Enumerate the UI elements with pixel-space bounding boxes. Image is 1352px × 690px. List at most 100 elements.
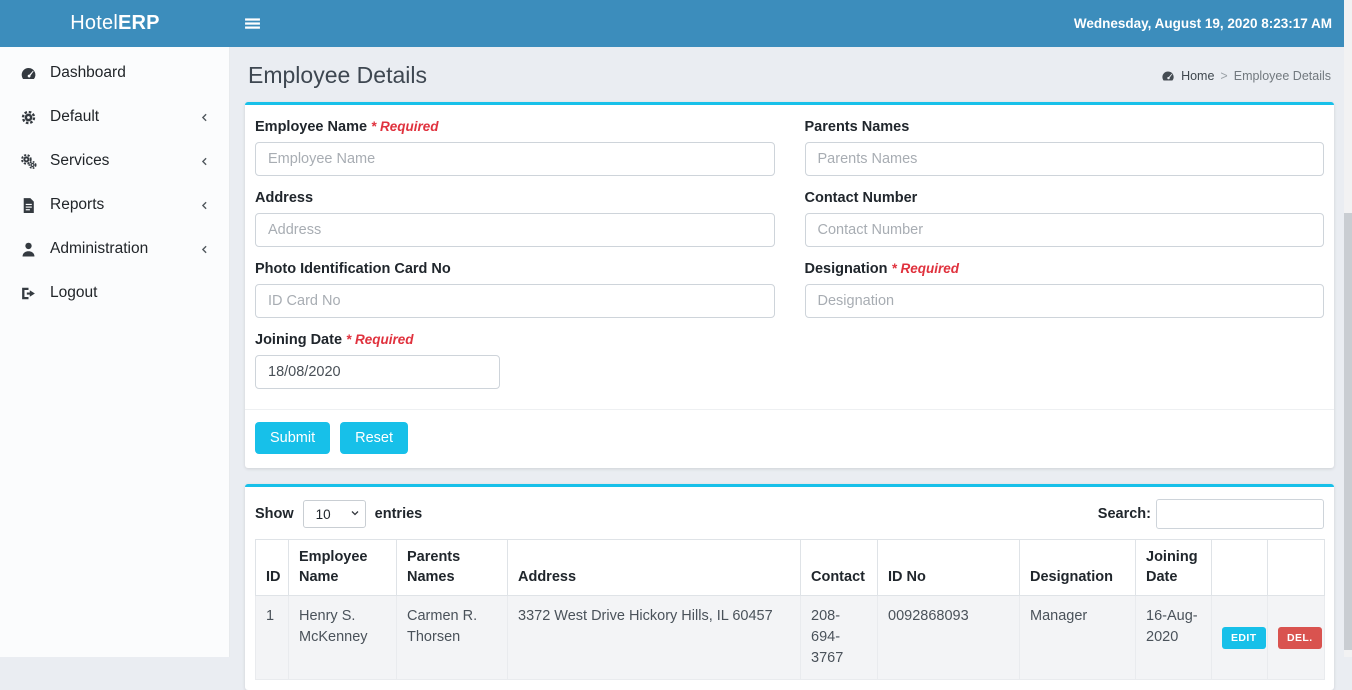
- sidebar-item-label: Logout: [50, 284, 98, 301]
- edit-button[interactable]: EDIT: [1222, 626, 1266, 649]
- reset-button[interactable]: Reset: [340, 422, 409, 454]
- column-header-contact[interactable]: Contact: [800, 538, 878, 597]
- breadcrumb-home-link[interactable]: Home: [1181, 68, 1215, 83]
- tachometer-icon: [1161, 69, 1175, 83]
- table-header-row: ID Employee Name Parents Names Address C…: [255, 538, 1325, 597]
- sidebar-item-services[interactable]: Services: [0, 139, 229, 183]
- entries-label: entries: [374, 506, 423, 522]
- cell-joining-date: 16-Aug-2020: [1135, 595, 1212, 681]
- cell-parents-names: Carmen R. Thorsen: [396, 595, 508, 681]
- employees-table-card: Show 10 entries Search:: [245, 484, 1334, 690]
- gears-icon: [20, 153, 37, 170]
- sidebar-item-administration[interactable]: Administration: [0, 227, 229, 271]
- column-header-delete: [1267, 538, 1325, 597]
- chevron-left-icon: [198, 155, 211, 168]
- scrollbar[interactable]: [1344, 0, 1352, 657]
- joining-date-group: Joining Date * Required: [255, 332, 775, 389]
- page-title: Employee Details: [248, 62, 427, 88]
- contact-number-input[interactable]: [804, 213, 1324, 247]
- column-header-employee-name[interactable]: Employee Name: [288, 538, 397, 597]
- bars-icon: [244, 15, 261, 32]
- breadcrumb: Home > Employee Details: [1161, 69, 1331, 83]
- employee-name-input[interactable]: [255, 142, 775, 176]
- sidebar-item-reports[interactable]: Reports: [0, 183, 229, 227]
- address-input[interactable]: [255, 213, 775, 247]
- parents-names-label: Parents Names: [804, 119, 910, 135]
- cell-delete: DEL.: [1267, 595, 1325, 681]
- employee-form-card: Employee Name* Required Parents Names Ad…: [245, 102, 1334, 468]
- parents-names-input[interactable]: [804, 142, 1324, 176]
- breadcrumb-separator: >: [1220, 68, 1228, 83]
- sidebar-item-label: Administration: [50, 240, 149, 257]
- main-content: Employee Details Home > Employee Details…: [230, 47, 1344, 690]
- topbar: HotelERP Wednesday, August 19, 2020 8:23…: [0, 0, 1344, 47]
- datatable-controls: Show 10 entries Search:: [255, 499, 1324, 529]
- joining-date-input[interactable]: [255, 355, 500, 389]
- joining-date-label: Joining Date * Required: [255, 332, 414, 348]
- submit-button[interactable]: Submit: [255, 422, 331, 454]
- required-badge: * Required: [346, 332, 414, 347]
- designation-input[interactable]: [804, 284, 1324, 318]
- employees-table: ID Employee Name Parents Names Address C…: [255, 538, 1325, 681]
- sign-out-icon: [20, 285, 37, 302]
- id-card-label: Photo Identification Card No: [255, 261, 451, 277]
- sidebar-item-dashboard[interactable]: Dashboard: [0, 51, 229, 95]
- required-badge: * Required: [371, 119, 439, 134]
- delete-button[interactable]: DEL.: [1278, 626, 1322, 649]
- required-badge: * Required: [891, 261, 959, 276]
- cell-id-no: 0092868093: [877, 595, 1020, 681]
- menu-toggle-button[interactable]: [244, 15, 261, 32]
- contact-number-label: Contact Number: [804, 190, 918, 206]
- sidebar-item-logout[interactable]: Logout: [0, 271, 229, 315]
- scrollbar-thumb[interactable]: [1344, 213, 1352, 650]
- designation-label: Designation * Required: [804, 261, 960, 277]
- cell-address: 3372 West Drive Hickory Hills, IL 60457: [507, 595, 801, 681]
- file-icon: [20, 197, 37, 214]
- employee-name-group: Employee Name * Required: [255, 119, 775, 176]
- brand-text-normal: Hotel: [70, 12, 118, 34]
- column-header-address[interactable]: Address: [507, 538, 801, 597]
- column-header-edit: [1211, 538, 1268, 597]
- search-input[interactable]: [1156, 499, 1324, 529]
- cell-contact: 208-694-3767: [800, 595, 878, 681]
- brand-text-bold: ERP: [117, 12, 160, 34]
- chevron-left-icon: [198, 111, 211, 124]
- sidebar: Dashboard Default Services Reports Admin…: [0, 47, 230, 657]
- column-header-designation[interactable]: Designation: [1019, 538, 1136, 597]
- cell-edit: EDIT: [1211, 595, 1268, 681]
- cell-designation: Manager: [1019, 595, 1136, 681]
- content-header: Employee Details Home > Employee Details: [245, 47, 1334, 102]
- form-card-footer: Submit Reset: [245, 409, 1334, 468]
- tachometer-icon: [20, 65, 37, 82]
- chevron-left-icon: [198, 243, 211, 256]
- table-row: 1 Henry S. McKenney Carmen R. Thorsen 33…: [255, 595, 1325, 681]
- sidebar-item-label: Default: [50, 108, 100, 125]
- datetime-text: Wednesday, August 19, 2020 8:23:17 AM: [1073, 16, 1332, 31]
- chevron-left-icon: [198, 199, 211, 212]
- contact-number-group: Contact Number: [804, 190, 1324, 247]
- page-length-control: Show 10 entries: [255, 500, 422, 528]
- address-label: Address: [255, 190, 314, 206]
- id-card-input[interactable]: [255, 284, 775, 318]
- id-card-group: Photo Identification Card No: [255, 261, 775, 318]
- user-icon: [20, 241, 37, 258]
- designation-group: Designation * Required: [804, 261, 1324, 318]
- sidebar-item-default[interactable]: Default: [0, 95, 229, 139]
- page-length-select[interactable]: 10: [302, 500, 366, 528]
- column-header-id-no[interactable]: ID No: [877, 538, 1020, 597]
- sidebar-item-label: Reports: [50, 196, 105, 213]
- search-control: Search:: [1098, 499, 1324, 529]
- cell-id: 1: [255, 595, 289, 681]
- column-header-id[interactable]: ID: [255, 538, 289, 597]
- gear-icon: [20, 109, 37, 126]
- sidebar-item-label: Dashboard: [50, 64, 126, 81]
- column-header-joining-date[interactable]: Joining Date: [1135, 538, 1212, 597]
- column-header-parents-names[interactable]: Parents Names: [396, 538, 508, 597]
- parents-names-group: Parents Names: [804, 119, 1324, 176]
- address-group: Address: [255, 190, 775, 247]
- cell-employee-name: Henry S. McKenney: [288, 595, 397, 681]
- brand-logo[interactable]: HotelERP: [0, 12, 230, 35]
- search-label: Search:: [1097, 506, 1151, 522]
- breadcrumb-current: Employee Details: [1233, 68, 1331, 83]
- show-label: Show: [255, 506, 294, 522]
